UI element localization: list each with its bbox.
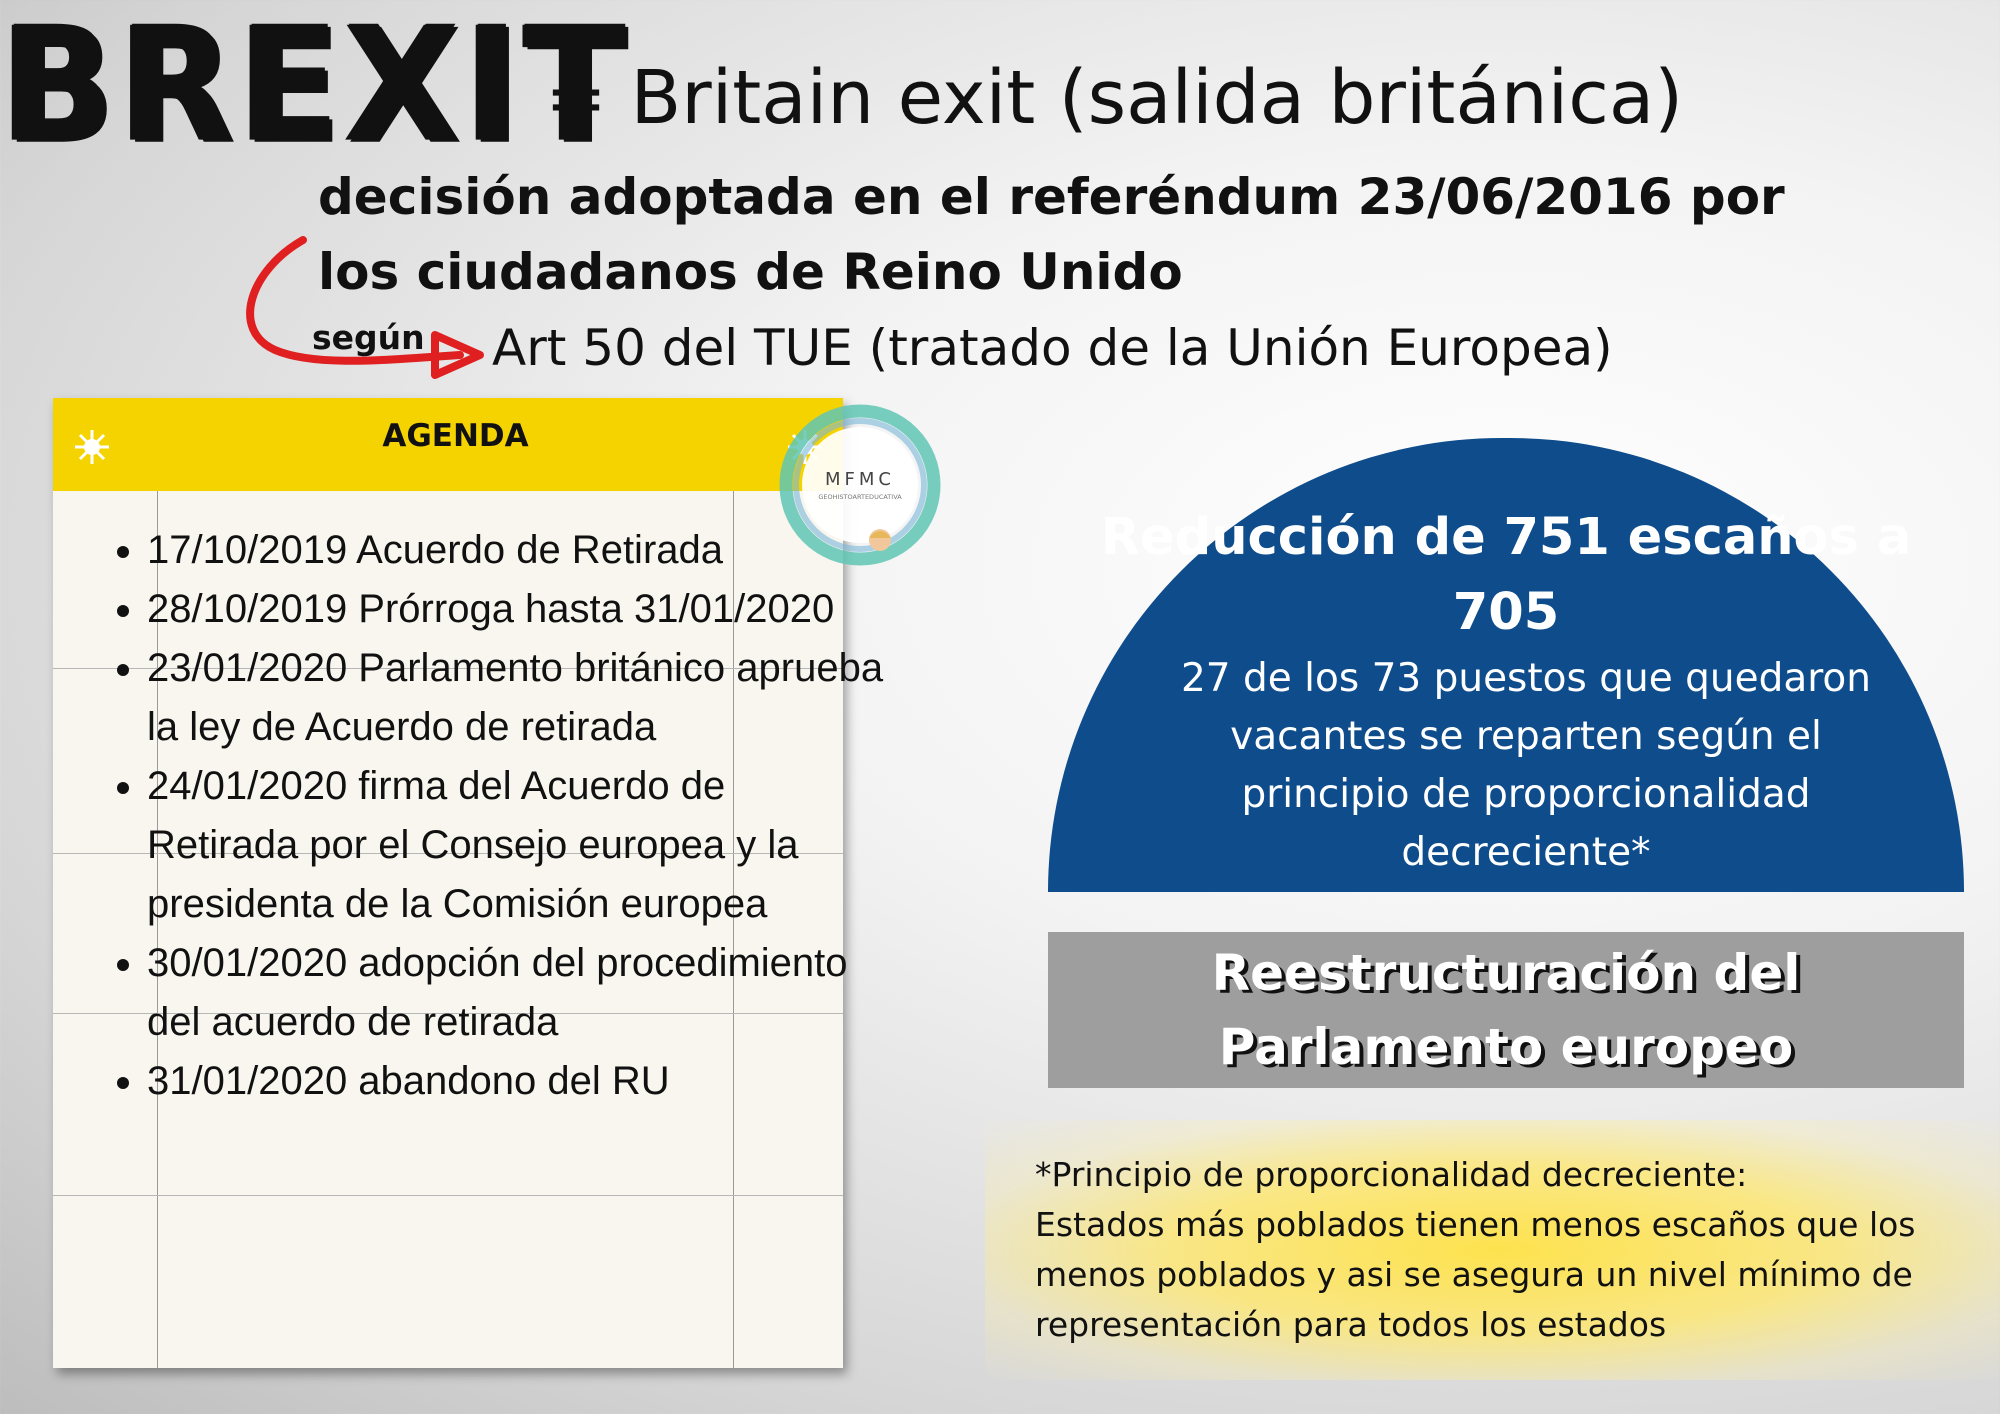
seat-reduction-detail: 27 de los 73 puestos que quedaron vacant… xyxy=(1180,656,1871,875)
sun-icon xyxy=(75,430,109,464)
agenda-grid-line xyxy=(53,1013,843,1014)
arrow-label: según xyxy=(312,318,425,357)
seat-reduction-headline: Reducción de 751 escaños a 705 xyxy=(1100,508,1912,642)
agenda-item: 23/01/2020 Parlamento británico aprueba … xyxy=(147,639,887,757)
agenda-grid-line xyxy=(733,491,734,1368)
agenda-title: AGENDA xyxy=(382,418,529,454)
logo-name: MFMC xyxy=(825,469,895,490)
footnote: *Principio de proporcionalidad decrecien… xyxy=(1035,1150,1975,1350)
agenda-item: 28/10/2019 Prórroga hasta 31/01/2020 xyxy=(147,580,887,639)
agenda-card: AGENDA 17/10/2019 Acuerdo de Retirada 28… xyxy=(53,398,883,1368)
brexit-subtitle: = Britain exit (salida británica) xyxy=(545,55,1684,141)
restructure-box: Reestructuración del Parlamento europeo xyxy=(1048,932,1964,1088)
agenda-grid-line xyxy=(157,491,158,1368)
red-curved-arrow-icon xyxy=(246,236,484,379)
footnote-body: Estados más poblados tienen menos escaño… xyxy=(1035,1205,1916,1344)
referendum-text: decisión adoptada en el referéndum 23/06… xyxy=(318,168,1785,301)
restructure-text: Reestructuración del Parlamento europeo xyxy=(1211,944,1801,1076)
brexit-title: BREXIT xyxy=(0,0,631,177)
logo-tagline: GEOHISTOARTEDUCATIVA xyxy=(818,493,902,501)
agenda-item: 24/01/2020 firma del Acuerdo de Retirada… xyxy=(147,757,887,934)
agenda-grid-line xyxy=(53,1195,843,1196)
mfmc-logo: MFMC GEOHISTOARTEDUCATIVA xyxy=(779,404,941,566)
agenda-item: 17/10/2019 Acuerdo de Retirada xyxy=(147,521,887,580)
agenda-grid-line xyxy=(53,853,843,854)
agenda-item: 31/01/2020 abandono del RU xyxy=(147,1052,887,1111)
agenda-grid-line xyxy=(53,668,843,669)
agenda-header xyxy=(53,398,843,491)
footnote-highlight xyxy=(985,1120,2000,1380)
agenda-item: 30/01/2020 adopción del procedimiento de… xyxy=(147,934,887,1052)
agenda-list: 17/10/2019 Acuerdo de Retirada 28/10/201… xyxy=(95,521,887,1111)
footnote-heading: *Principio de proporcionalidad decrecien… xyxy=(1035,1155,1748,1194)
reduction-semicircle: Reducción de 751 escaños a 705 27 de los… xyxy=(1048,438,1964,892)
article-50-text: Art 50 del TUE (tratado de la Unión Euro… xyxy=(492,319,1613,377)
